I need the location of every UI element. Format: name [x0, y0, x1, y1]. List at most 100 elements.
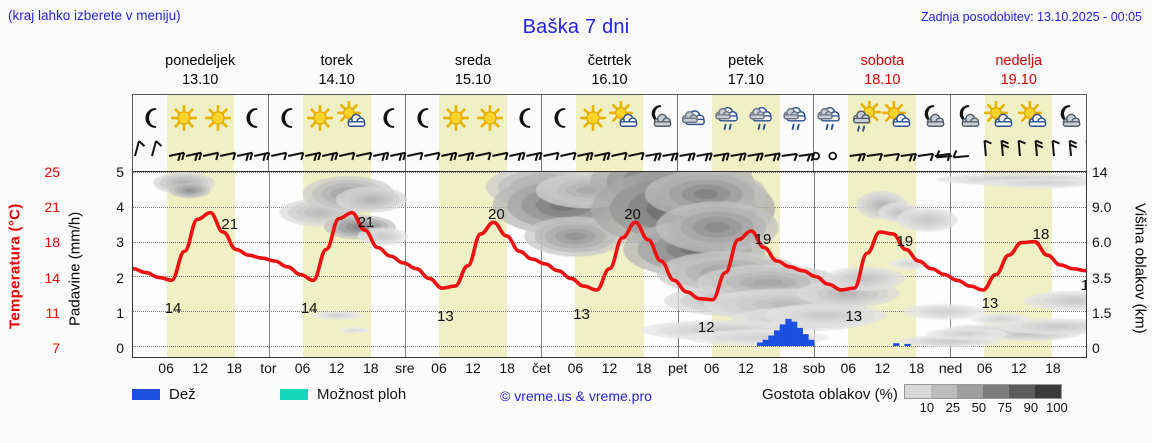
temperature-tick-2: 18	[44, 234, 60, 251]
day-name: ponedeljek	[165, 53, 236, 69]
x-tick-06-0: 06	[158, 360, 174, 376]
cloud-rain-icon	[814, 101, 848, 135]
weather-icon-cloud-rain-19	[780, 95, 814, 140]
temp-max-label-day-1: 21	[221, 216, 239, 233]
temp-max-label-day-3: 20	[488, 206, 505, 224]
weather-icon-cloud-rain-20	[814, 95, 848, 140]
wind-cell-19	[780, 140, 814, 171]
x-tick-18-2: 18	[226, 360, 243, 376]
precipitation-tick-2: 3	[116, 234, 124, 251]
copyright-link[interactable]: © vreme.us & vreme.pro	[500, 388, 652, 404]
day-date: 14.10	[318, 72, 355, 88]
moon-icon	[507, 101, 541, 135]
temp-max-label-day-2: 21	[357, 214, 375, 232]
cloud-density-tick-3: 75	[997, 400, 1013, 415]
sun-cloud-icon	[336, 100, 371, 135]
weather-icon-sun-5	[303, 95, 337, 140]
precipitation-axis-title: Padavine (mm/h)	[66, 211, 84, 327]
weather-icon-cloud-rain-18	[745, 95, 780, 140]
x-tick-06-4: 06	[294, 360, 311, 376]
x-tick-12-1: 12	[192, 360, 208, 376]
rain-color-swatch	[132, 389, 160, 400]
icon-band-day-6	[813, 95, 949, 140]
weather-icon-sun-cloud-26	[1018, 95, 1053, 140]
weather-icon-moon-0	[133, 95, 167, 140]
moon-cloud-icon	[951, 101, 985, 135]
cloud-density-swatch-5	[1034, 385, 1061, 398]
cloud-height-axis-title: Višina oblakov (km)	[1131, 202, 1149, 334]
temp-min-label-day-2: 14	[300, 300, 318, 318]
weather-icon-moon-cloud-23	[916, 95, 950, 140]
temp-max-label-day-6: 19	[896, 233, 914, 251]
precipitation-tick-3: 2	[116, 269, 124, 286]
cloud-density-tick-2: 50	[971, 400, 987, 415]
day-name: torek	[320, 53, 353, 69]
day-header-sreda: sreda 15.10	[405, 52, 541, 92]
icon-band-day-7	[949, 95, 1086, 140]
rain-bar-7	[796, 327, 803, 346]
day-date: 15.10	[454, 72, 492, 88]
day-date: 19.10	[1000, 72, 1037, 88]
temp-max-label-day-5: 19	[754, 231, 772, 249]
wind-cell-12	[542, 140, 576, 171]
x-tick-12-21: 12	[874, 360, 891, 376]
wind-cell-21	[848, 140, 883, 171]
weather-icon-sun-cloud-25	[984, 95, 1019, 140]
weather-icon-sun-cloud-6	[336, 95, 371, 140]
temperature-tick-3: 14	[44, 269, 60, 286]
icon-band-day-5	[677, 95, 813, 140]
temperature-curve	[133, 210, 1086, 302]
moon-icon	[542, 101, 576, 135]
temperature-line	[133, 210, 1086, 302]
chart-legend: Dež Možnost ploh © vreme.us & vreme.pro …	[132, 384, 1142, 434]
temp-min-label-day-3: 13	[436, 308, 454, 326]
wind-cell-27	[1052, 140, 1086, 171]
x-tick-12-17: 12	[738, 360, 754, 376]
rain-bar-5	[785, 318, 792, 346]
wind-band-day-6	[813, 140, 949, 171]
temperature-tick-4: 11	[45, 304, 60, 321]
wind-cell-2	[200, 140, 235, 171]
cloud-density-legend-title: Gostota oblakov (%)	[762, 386, 898, 403]
temp-last-label-day-7: 15	[1081, 277, 1086, 294]
day-name: nedelja	[995, 53, 1043, 69]
sun-icon	[439, 101, 473, 135]
wind-cell-13	[575, 140, 610, 171]
moon-cloud-icon	[916, 101, 950, 135]
wind-band-day-4	[540, 140, 677, 171]
weather-icon-moon-3	[234, 95, 268, 140]
weather-icon-row	[132, 94, 1087, 140]
showers-color-swatch	[280, 389, 308, 400]
wind-barb-row	[132, 140, 1087, 172]
day-header-četrtek: četrtek 16.10	[541, 52, 677, 92]
sun-cloud-icon	[609, 100, 643, 135]
rain-bar-1	[762, 339, 769, 346]
x-tick-18-26: 18	[1045, 360, 1061, 376]
x-tick-12-25: 12	[1010, 360, 1027, 376]
wind-cell-25	[984, 140, 1019, 171]
page-title: Baška 7 dni	[522, 16, 630, 38]
x-tick-12-13: 12	[601, 360, 618, 376]
wind-cell-10	[473, 140, 508, 171]
sun-icon	[167, 101, 201, 135]
rain-bar-10	[893, 343, 900, 346]
day-date: 17.10	[727, 72, 765, 88]
weather-icon-cloud-rain-17	[711, 95, 746, 140]
cloud-density-gradient	[903, 384, 1062, 399]
moon-icon	[405, 101, 439, 135]
wind-cell-0	[133, 140, 167, 171]
sun-icon	[303, 101, 337, 135]
weather-icon-moon-cloud-27	[1052, 95, 1086, 140]
precipitation-tick-4: 1	[116, 304, 124, 321]
rain-bar-0	[756, 342, 764, 346]
weather-icon-sun-1	[166, 95, 201, 140]
moon-icon	[133, 101, 167, 135]
rain-bar-11	[904, 343, 911, 346]
moon-cloud-icon	[643, 101, 677, 135]
day-header-ponedeljek: ponedeljek 13.10	[132, 52, 268, 92]
x-tick-18-10: 18	[499, 360, 515, 376]
cloud-density-swatch-1	[930, 385, 957, 398]
cloud-density-tick-5: 100	[1046, 400, 1068, 415]
wind-band-day-7	[949, 140, 1086, 171]
cloud-height-tick-4: 1.5	[1092, 304, 1112, 321]
